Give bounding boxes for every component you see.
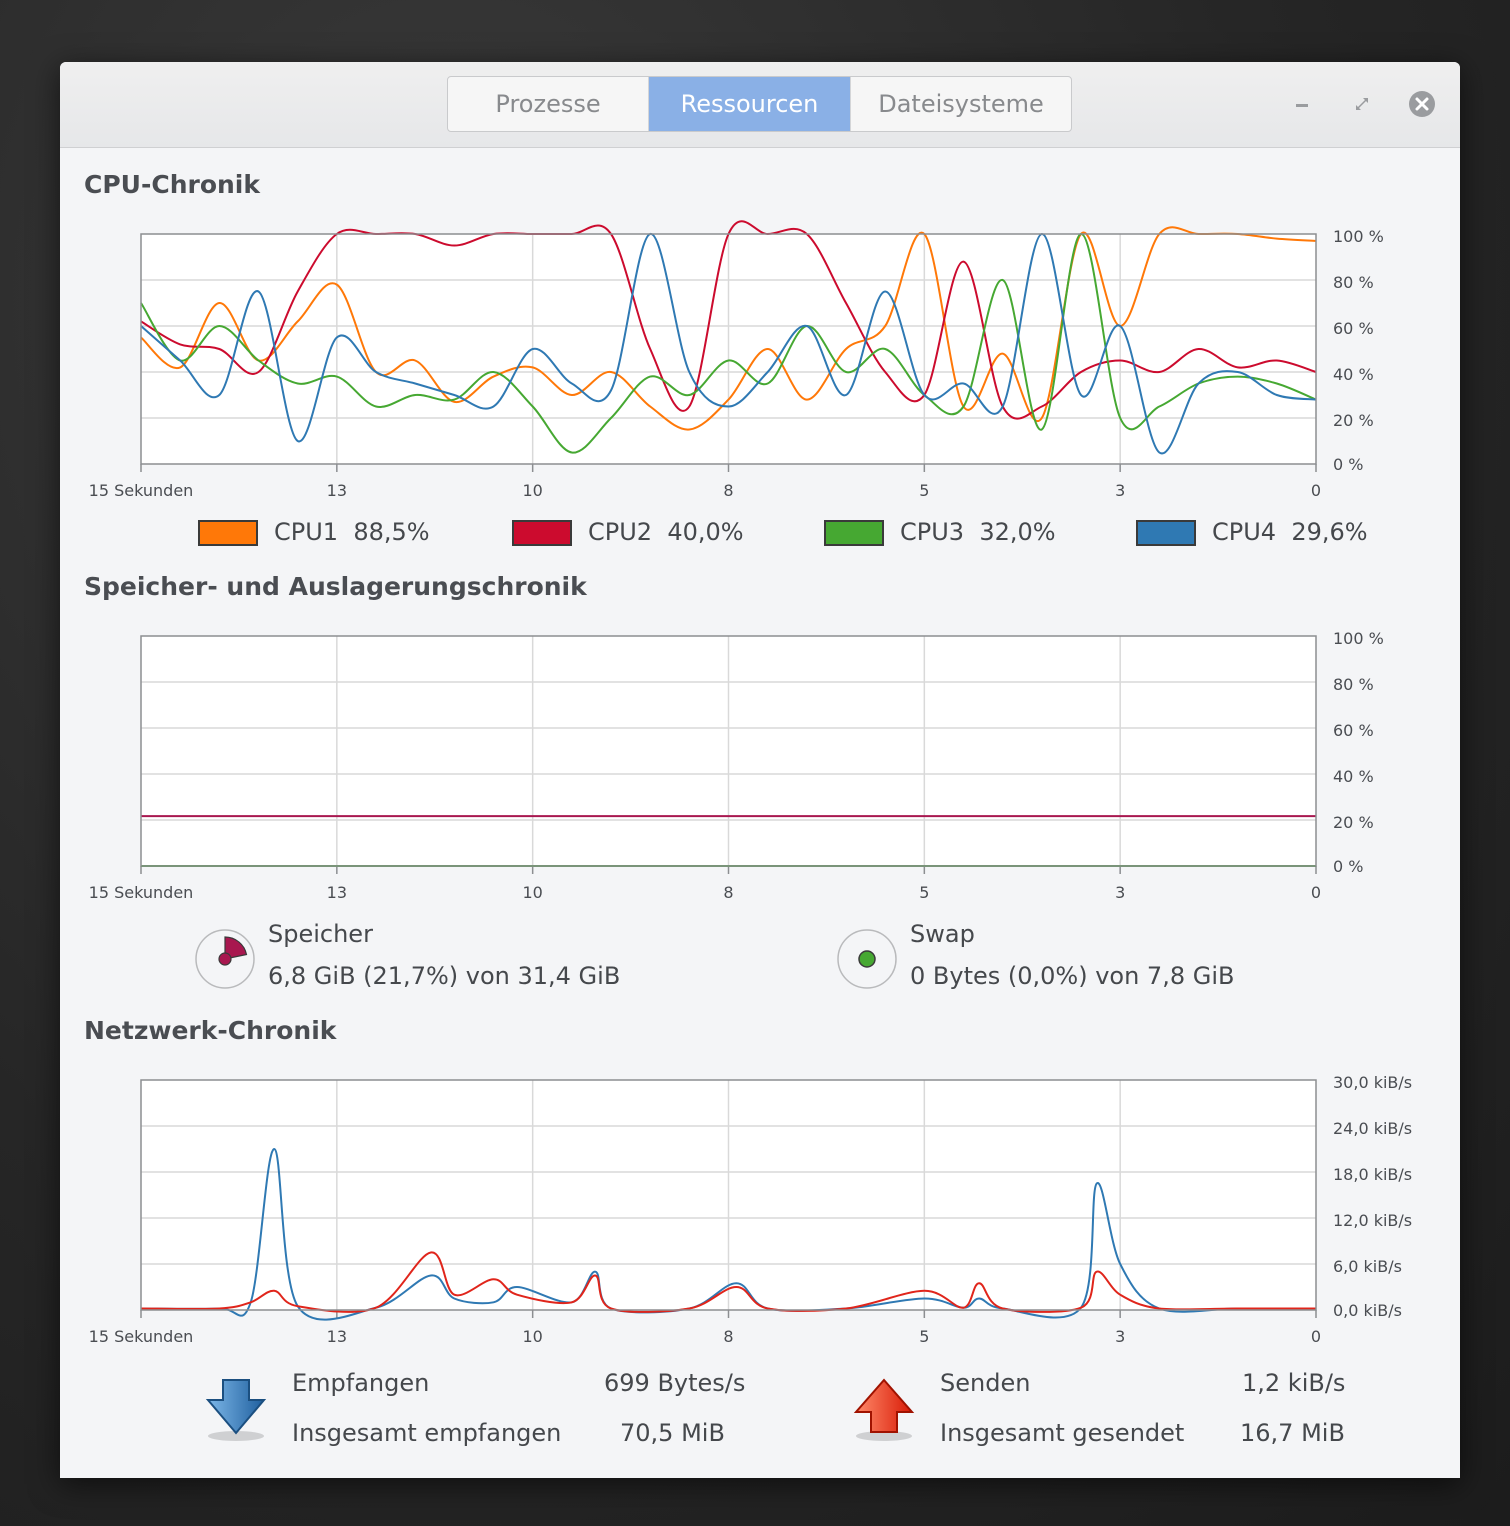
cpu-x-tick-label: 13 [327,481,347,500]
cpu-series-cpu1 [140,226,1317,431]
cpu-chart: 0 % 20 % 40 % 60 % 80 % 100 % 15 Sekunden 13 10 8… [60,212,1460,516]
minimize-button[interactable] [1288,90,1316,118]
cpu-x-tick-label: 10 [522,481,542,500]
network-y-tick-label: 12,0 kiB/s [1333,1211,1412,1230]
cpu-section-title: CPU-Chronik [84,170,260,199]
memory-pie-icon[interactable] [194,928,258,992]
network-x-tick-label: 8 [723,1327,733,1346]
cpu-x-tick-label: 8 [723,481,733,500]
total-received-value: 70,5 MiB [620,1419,725,1447]
network-x-tick-label: 15 Sekunden [89,1327,194,1346]
view-switcher: Prozesse Ressourcen Dateisysteme [447,76,1072,132]
cpu-frame [140,233,1317,465]
network-chart: 0,0 kiB/s 6,0 kiB/s 12,0 kiB/s 18,0 kiB/s 24… [60,1058,1460,1362]
download-arrow-icon [205,1379,267,1441]
cpu-x-tick-label: 5 [919,481,929,500]
memory-section-title: Speicher- und Auslagerungschronik [84,572,587,601]
cpu1-name: CPU1 [274,518,339,546]
tab-resources[interactable]: Ressourcen [649,77,851,131]
received-label: Empfangen [292,1369,430,1397]
memory-y-tick-label: 20 % [1333,813,1374,832]
cpu4-name: CPU4 [1212,518,1277,546]
network-x-tick-label: 10 [522,1327,542,1346]
cpu-x-tick-label: 0 [1311,481,1321,500]
swap-pie-icon[interactable] [836,928,900,992]
network-section-title: Netzwerk-Chronik [84,1016,337,1045]
total-sent-value: 16,7 MiB [1240,1419,1345,1447]
memory-y-tick-label: 0 % [1333,857,1363,876]
memory-frame [140,635,1317,867]
cpu1-value: 88,5% [353,518,430,546]
memory-x-tick-label: 13 [327,883,347,902]
memory-y-tick-label: 60 % [1333,721,1374,740]
network-x-tick-label: 0 [1311,1327,1321,1346]
cpu2-value: 40,0% [667,518,744,546]
memory-x-tick-label: 10 [522,883,542,902]
cpu-y-tick-label: 80 % [1333,273,1374,292]
cpu-y-tick-label: 40 % [1333,365,1374,384]
total-received-label: Insgesamt empfangen [292,1419,562,1447]
cpu2-color-swatch[interactable] [512,520,572,546]
network-frame [140,1079,1317,1311]
cpu-y-tick-label: 60 % [1333,319,1374,338]
network-x-tick-label: 5 [919,1327,929,1346]
memory-x-tick-label: 8 [723,883,733,902]
memory-x-tick-label: 5 [919,883,929,902]
network-y-tick-label: 0,0 kiB/s [1333,1301,1402,1320]
cpu3-name: CPU3 [900,518,965,546]
minimize-icon [1296,104,1308,107]
memory-y-tick-label: 80 % [1333,675,1374,694]
cpu4-color-swatch[interactable] [1136,520,1196,546]
cpu-y-tick-label: 0 % [1333,455,1363,474]
network-x-tick-label: 13 [327,1327,347,1346]
cpu-x-tick-label: 15 Sekunden [89,481,194,500]
cpu3-color-swatch[interactable] [824,520,884,546]
memory-y-tick-label: 40 % [1333,767,1374,786]
network-y-tick-label: 24,0 kiB/s [1333,1119,1412,1138]
cpu-series-cpu3 [140,232,1317,454]
header-bar: Prozesse Ressourcen Dateisysteme [60,62,1460,148]
memory-x-tick-label: 3 [1115,883,1125,902]
sent-label: Senden [940,1369,1031,1397]
close-icon [1409,91,1435,117]
network-y-tick-label: 18,0 kiB/s [1333,1165,1412,1184]
maximize-icon [1356,98,1368,110]
system-monitor-window: Prozesse Ressourcen Dateisysteme CPU-Chr… [60,62,1460,1478]
cpu-series-cpu4 [140,232,1317,455]
cpu-y-tick-label: 100 % [1333,227,1384,246]
close-button[interactable] [1408,90,1436,118]
cpu2-name: CPU2 [588,518,653,546]
received-value: 699 Bytes/s [604,1369,746,1397]
upload-arrow-icon [853,1378,915,1441]
cpu3-value: 32,0% [979,518,1056,546]
total-sent-label: Insgesamt gesendet [940,1419,1185,1447]
sent-value: 1,2 kiB/s [1242,1369,1346,1397]
network-y-tick-label: 6,0 kiB/s [1333,1257,1402,1276]
memory-x-tick-label: 15 Sekunden [89,883,194,902]
swap-value: 0 Bytes (0,0%) von 7,8 GiB [910,962,1235,990]
memory-y-tick-label: 100 % [1333,629,1384,648]
network-y-tick-label: 30,0 kiB/s [1333,1073,1412,1092]
memory-value: 6,8 GiB (21,7%) von 31,4 GiB [268,962,621,990]
tab-file-systems[interactable]: Dateisysteme [878,90,1044,118]
maximize-button[interactable] [1348,90,1376,118]
cpu-y-tick-label: 20 % [1333,411,1374,430]
memory-label: Speicher [268,920,373,948]
network-x-tick-label: 3 [1115,1327,1125,1346]
cpu1-color-swatch[interactable] [198,520,258,546]
swap-label: Swap [910,920,975,948]
cpu4-value: 29,6% [1291,518,1368,546]
tab-processes[interactable]: Prozesse [448,77,649,131]
cpu-x-tick-label: 3 [1115,481,1125,500]
memory-chart: 0 % 20 % 40 % 60 % 80 % 100 % 15 Sekunden 13 10 8… [60,614,1460,918]
memory-x-tick-label: 0 [1311,883,1321,902]
